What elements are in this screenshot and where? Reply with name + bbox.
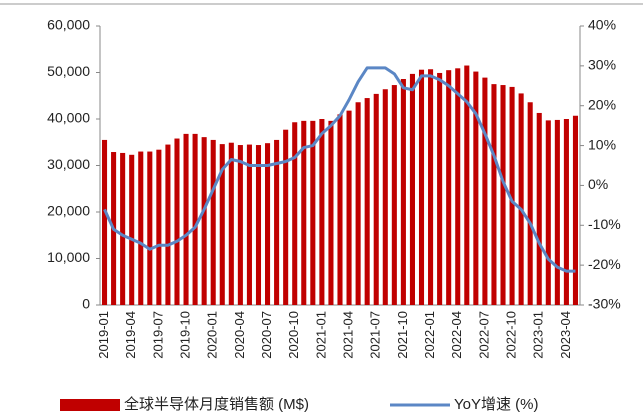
bar [554,119,560,306]
bar [210,139,216,305]
bar [310,120,316,305]
bar [446,70,452,305]
bar [219,144,225,305]
bar [265,143,271,305]
bar [509,86,515,305]
x-tick-label: 2022-04 [449,311,464,359]
bar [183,133,189,305]
x-tick-label: 2020-01 [205,311,220,359]
x-tick-label: 2021-07 [368,311,383,359]
y-tick-label: 60,000 [47,17,90,33]
y-tick-label: 50,000 [47,63,90,79]
bar [255,145,262,305]
bar [464,65,470,306]
bar [527,102,533,305]
bar [473,71,479,305]
bar [382,89,388,306]
x-tick-label: 2019-07 [150,311,165,359]
y2-tick-label: 40% [588,17,616,33]
bar [418,69,425,306]
bar [138,151,144,305]
bar [491,84,497,305]
x-tick-label: 2023-01 [531,311,546,359]
bar [355,102,361,305]
legend-label: YoY增速 (%) [454,396,538,413]
bar [500,85,506,306]
bar [518,93,524,305]
bar [455,68,461,305]
bar [246,144,252,305]
bar [201,137,207,305]
bar [129,154,135,305]
bar [292,122,298,305]
line [103,66,576,273]
bar [174,138,180,305]
bar [237,145,243,305]
legend-label: 全球半导体月度销售额 (M$) [124,395,309,413]
x-tick-label: 2022-10 [504,311,519,359]
bar [101,139,108,305]
bar [545,120,551,306]
x-tick-label: 2021-10 [395,311,410,359]
bar [428,69,434,306]
y2-tick-label: 30% [588,57,616,73]
bar [337,114,343,305]
x-tick-label: 2020-07 [259,311,274,359]
bar [536,112,542,305]
bar [192,133,198,305]
x-tick-label: 2021-01 [313,311,328,359]
x-tick-label: 2019-01 [96,311,111,359]
bar [228,142,234,305]
bar [437,72,443,305]
bar [274,139,280,305]
y2-tick-label: -10% [588,216,621,232]
bar [156,149,162,305]
x-tick-label: 2022-07 [476,311,491,359]
bar [283,129,289,305]
bar [572,115,579,306]
legend-swatch [60,399,120,411]
y2-tick-label: 0% [588,176,608,192]
x-tick-label: 2021-04 [340,311,355,359]
bar [319,119,325,305]
y-tick-label: 30,000 [47,156,90,172]
bar [373,93,379,305]
bar [563,119,569,305]
x-tick-label: 2019-04 [123,311,138,359]
bar [391,85,397,306]
y-tick-label: 20,000 [47,203,90,219]
x-tick-label: 2020-10 [286,311,301,359]
bar [120,152,126,305]
bar [482,77,488,306]
bar [400,79,406,305]
bar [165,144,171,305]
y2-tick-label: 20% [588,96,616,112]
x-tick-label: 2022-01 [422,311,437,359]
bar [364,98,370,305]
bar [147,151,153,305]
bar [346,110,352,305]
x-tick-label: 2020-04 [232,311,247,359]
y-tick-label: 0 [82,296,90,312]
y-tick-label: 40,000 [47,110,90,126]
bar [328,120,334,305]
x-tick-label: 2019-10 [177,311,192,359]
y2-tick-label: -20% [588,256,621,272]
y2-tick-label: -30% [588,296,621,312]
bar [301,120,307,305]
y-tick-label: 10,000 [47,249,90,265]
y2-tick-label: 10% [588,136,616,152]
x-tick-label: 2023-04 [558,311,573,359]
bar [409,73,415,306]
